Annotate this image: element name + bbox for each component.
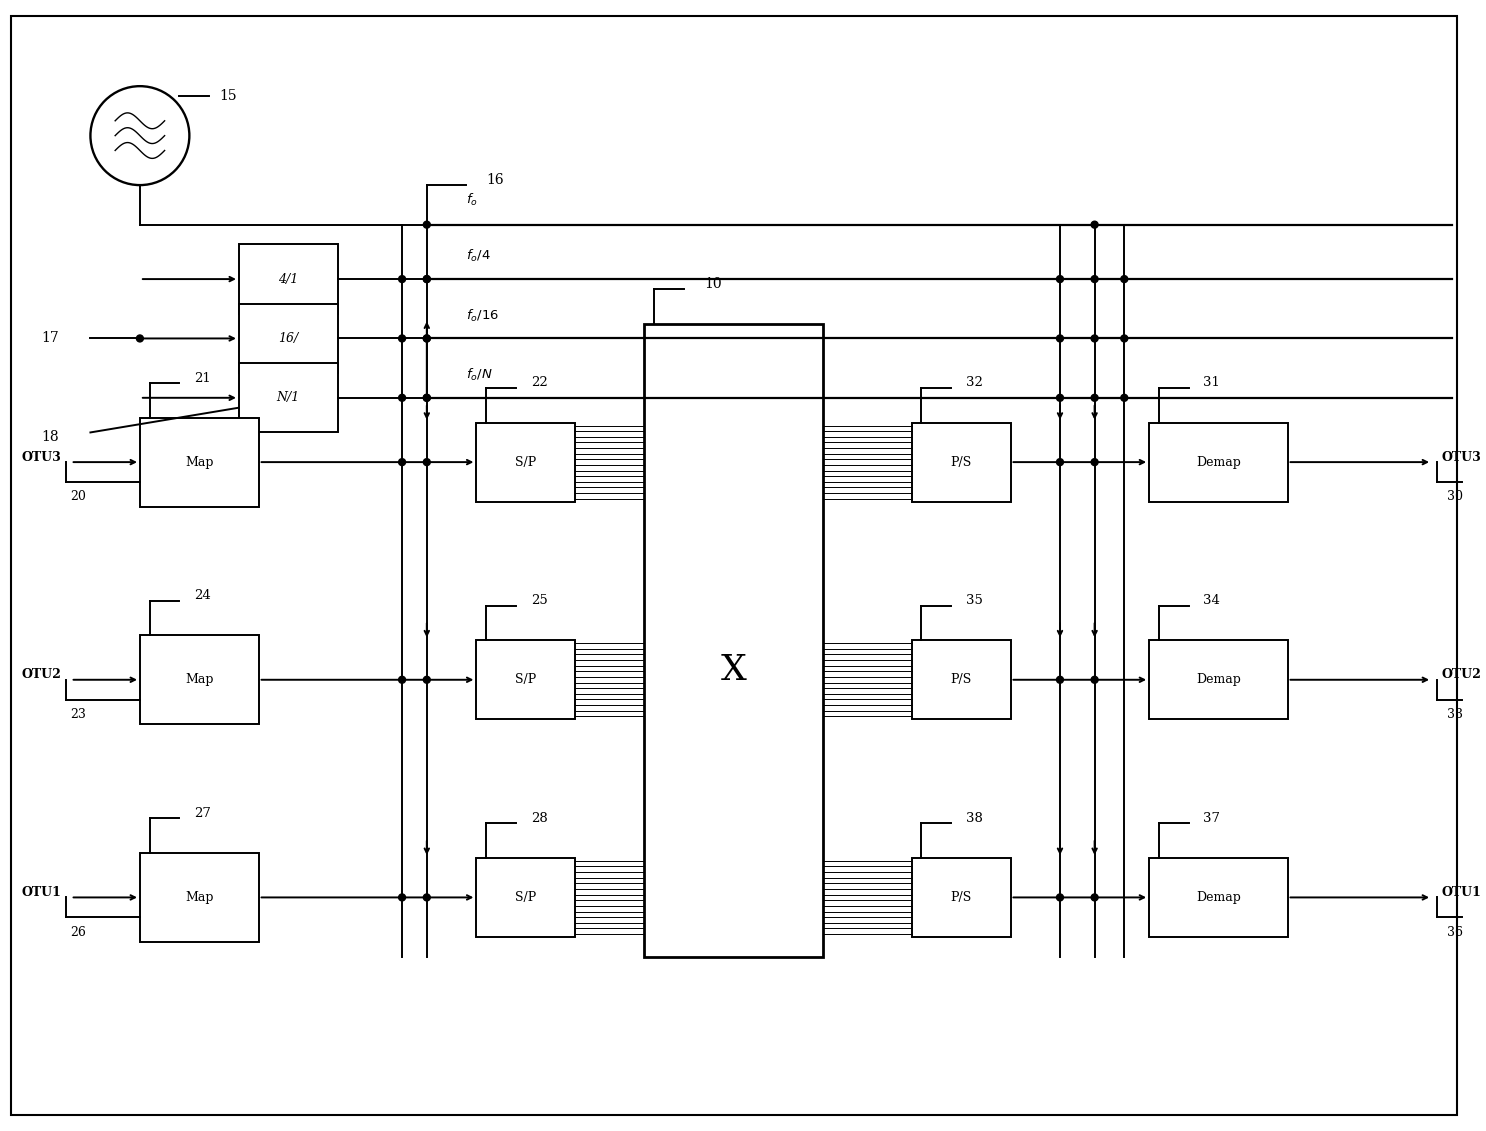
Text: 36: 36 xyxy=(1447,925,1462,939)
Circle shape xyxy=(1057,893,1064,901)
Text: N/1: N/1 xyxy=(276,391,300,404)
FancyBboxPatch shape xyxy=(911,857,1010,936)
Circle shape xyxy=(424,276,431,283)
Text: 16/: 16/ xyxy=(278,331,299,345)
Text: S/P: S/P xyxy=(516,456,536,468)
Circle shape xyxy=(1091,335,1098,342)
Circle shape xyxy=(1120,395,1128,402)
Text: OTU3: OTU3 xyxy=(21,450,61,464)
Text: Map: Map xyxy=(186,456,214,468)
Circle shape xyxy=(398,676,406,683)
Text: S/P: S/P xyxy=(516,891,536,904)
Text: 22: 22 xyxy=(531,377,547,389)
Text: 34: 34 xyxy=(1204,594,1220,607)
Circle shape xyxy=(424,276,431,283)
Text: 26: 26 xyxy=(71,925,86,939)
FancyBboxPatch shape xyxy=(1149,423,1287,502)
Circle shape xyxy=(1057,676,1064,683)
FancyBboxPatch shape xyxy=(140,417,259,507)
Circle shape xyxy=(424,395,431,402)
Text: 28: 28 xyxy=(531,812,547,824)
FancyBboxPatch shape xyxy=(911,640,1010,719)
Text: 21: 21 xyxy=(195,371,211,385)
FancyBboxPatch shape xyxy=(477,423,575,502)
FancyBboxPatch shape xyxy=(140,853,259,942)
FancyBboxPatch shape xyxy=(477,857,575,936)
Text: Map: Map xyxy=(186,891,214,904)
Circle shape xyxy=(1057,459,1064,466)
Text: S/P: S/P xyxy=(516,673,536,687)
Text: 35: 35 xyxy=(966,594,982,607)
Text: X: X xyxy=(721,653,746,687)
Circle shape xyxy=(398,276,406,283)
Circle shape xyxy=(1091,676,1098,683)
Text: OTU1: OTU1 xyxy=(1441,886,1482,899)
Text: Map: Map xyxy=(186,673,214,687)
Circle shape xyxy=(1091,893,1098,901)
Circle shape xyxy=(398,395,406,402)
Text: Demap: Demap xyxy=(1196,673,1241,687)
Text: 33: 33 xyxy=(1447,708,1462,720)
Circle shape xyxy=(424,335,431,342)
FancyBboxPatch shape xyxy=(239,244,337,313)
Circle shape xyxy=(424,459,431,466)
Text: P/S: P/S xyxy=(951,456,972,468)
FancyBboxPatch shape xyxy=(1149,640,1287,719)
Text: 17: 17 xyxy=(42,331,59,345)
Text: OTU2: OTU2 xyxy=(1441,668,1482,681)
Text: 18: 18 xyxy=(42,431,58,444)
Text: 38: 38 xyxy=(966,812,982,824)
Circle shape xyxy=(1091,395,1098,402)
Circle shape xyxy=(424,222,431,228)
Text: 4/1: 4/1 xyxy=(278,273,299,286)
Text: 24: 24 xyxy=(195,589,211,602)
FancyBboxPatch shape xyxy=(477,640,575,719)
Text: 20: 20 xyxy=(71,490,86,503)
Circle shape xyxy=(424,395,431,402)
Text: 15: 15 xyxy=(218,89,236,103)
Text: 31: 31 xyxy=(1204,377,1220,389)
Circle shape xyxy=(1057,276,1064,283)
Circle shape xyxy=(1091,276,1098,283)
Circle shape xyxy=(1057,395,1064,402)
Text: OTU1: OTU1 xyxy=(21,886,61,899)
Circle shape xyxy=(1091,222,1098,228)
Circle shape xyxy=(1091,459,1098,466)
Text: Demap: Demap xyxy=(1196,891,1241,904)
Text: 25: 25 xyxy=(531,594,547,607)
Text: 37: 37 xyxy=(1204,812,1220,824)
Text: 32: 32 xyxy=(966,377,982,389)
Text: $f_o/N$: $f_o/N$ xyxy=(467,366,493,383)
Text: $f_o/4$: $f_o/4$ xyxy=(467,249,492,265)
Circle shape xyxy=(1120,335,1128,342)
Circle shape xyxy=(398,893,406,901)
FancyBboxPatch shape xyxy=(140,636,259,724)
Circle shape xyxy=(1120,276,1128,283)
FancyBboxPatch shape xyxy=(239,363,337,432)
Circle shape xyxy=(137,335,143,342)
Text: 27: 27 xyxy=(195,806,211,820)
Circle shape xyxy=(424,893,431,901)
FancyBboxPatch shape xyxy=(1149,857,1287,936)
Circle shape xyxy=(424,335,431,342)
Text: $f_o/16$: $f_o/16$ xyxy=(467,308,499,323)
Text: 16: 16 xyxy=(486,173,504,187)
FancyBboxPatch shape xyxy=(239,304,337,373)
Text: P/S: P/S xyxy=(951,673,972,687)
Circle shape xyxy=(398,459,406,466)
Text: Demap: Demap xyxy=(1196,456,1241,468)
Text: 30: 30 xyxy=(1447,490,1462,503)
FancyBboxPatch shape xyxy=(911,423,1010,502)
Circle shape xyxy=(424,676,431,683)
Text: OTU2: OTU2 xyxy=(21,668,61,681)
Circle shape xyxy=(1057,335,1064,342)
Text: 10: 10 xyxy=(704,277,721,291)
Text: P/S: P/S xyxy=(951,891,972,904)
Text: OTU3: OTU3 xyxy=(1441,450,1482,464)
Circle shape xyxy=(398,335,406,342)
Text: 23: 23 xyxy=(71,708,86,720)
FancyBboxPatch shape xyxy=(645,323,823,957)
Text: $f_o$: $f_o$ xyxy=(467,192,478,208)
